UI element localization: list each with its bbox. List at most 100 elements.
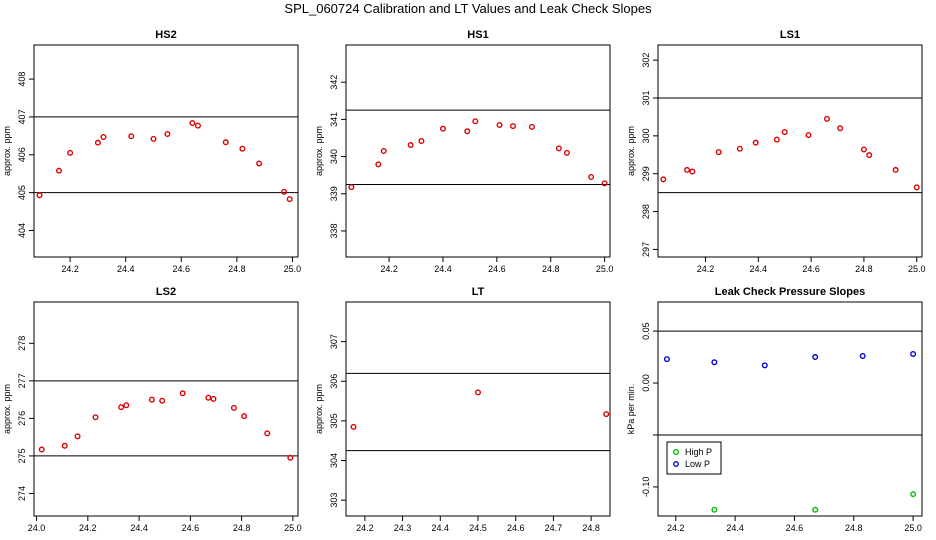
ls2-point-calibration — [61, 442, 68, 449]
hs1-ytick-label: 342 — [329, 75, 339, 90]
lt-point-lt — [603, 411, 610, 418]
ls2-point-calibration — [287, 454, 294, 461]
lt-xtick-label: 24.8 — [582, 523, 600, 533]
lt-ytick-label: 307 — [329, 334, 339, 349]
leak-point-low-p — [910, 350, 917, 357]
hs2-xtick-label: 24.4 — [117, 264, 135, 274]
leak-ytick-label: 0.05 — [641, 322, 651, 340]
hs2-ytick-label: 404 — [17, 223, 27, 238]
ls2-xtick-label: 24.2 — [79, 523, 97, 533]
ls2-point-calibration — [210, 395, 217, 402]
ls2-xtick-label: 24.4 — [130, 523, 148, 533]
ls1-point-calibration — [866, 152, 873, 159]
ls1-ytick-label: 301 — [641, 90, 651, 105]
hs1-ylabel: approx. ppm — [314, 126, 324, 176]
hs1-ytick-label: 340 — [329, 149, 339, 164]
hs1-point-calibration — [563, 149, 570, 156]
leak-point-low-p — [859, 353, 866, 360]
leak-legend: High P Low P — [666, 441, 722, 475]
hs2-plot-frame — [33, 44, 299, 258]
ls2-ylabel: approx. ppm — [2, 384, 12, 434]
ls2-title: LS2 — [156, 286, 176, 298]
hs1-point-calibration — [418, 137, 425, 144]
ls2-plot-frame — [33, 301, 299, 517]
hs2-point-calibration — [286, 196, 293, 203]
ls1-point-calibration — [773, 136, 780, 143]
hs1-xtick-label: 24.2 — [380, 264, 398, 274]
leak-ylabel: kPa per min. — [626, 384, 636, 435]
lt-ytick-label: 306 — [329, 374, 339, 389]
panel-hs2: HS2 24.2 24.4 24.6 24.8 25.0 404 405 406 407 408 ap… — [2, 29, 301, 274]
ls1-point-calibration — [823, 115, 830, 122]
ls2-point-calibration — [118, 404, 125, 411]
lt-ytick-label: 304 — [329, 453, 339, 468]
hs2-xtick-label: 24.2 — [61, 264, 79, 274]
leak-point-low-p — [812, 354, 819, 361]
lt-ylabel: approx. ppm — [314, 384, 324, 434]
hs1-point-calibration — [348, 184, 355, 191]
hs2-point-calibration — [36, 192, 43, 199]
hs2-xtick-label: 24.6 — [173, 264, 191, 274]
leak-xtick-label: 24.8 — [845, 523, 863, 533]
leak-ytick-label: -0.10 — [641, 477, 651, 498]
ls2-point-calibration — [123, 402, 130, 409]
hs1-xtick-label: 24.6 — [488, 264, 506, 274]
lt-xtick-label: 24.5 — [469, 523, 487, 533]
hs2-ytick-label: 407 — [17, 109, 27, 124]
legend-marker — [673, 449, 679, 455]
leak-title: Leak Check Pressure Slopes — [715, 286, 865, 298]
ls1-point-calibration — [860, 146, 867, 153]
leak-point-high-p — [910, 491, 917, 498]
ls2-point-calibration — [92, 414, 99, 421]
leak-point-low-p — [711, 359, 718, 366]
hs1-point-calibration — [407, 142, 414, 149]
panel-hs1: HS1 24.2 24.4 24.6 24.8 25.0 338 339 340 341 342 ap… — [314, 29, 613, 274]
hs1-point-calibration — [555, 145, 562, 152]
hs1-point-calibration — [464, 128, 471, 135]
lt-xtick-label: 24.7 — [545, 523, 563, 533]
hs2-ytick-label: 406 — [17, 147, 27, 162]
ls1-point-calibration — [689, 168, 696, 175]
ls2-point-calibration — [179, 390, 186, 397]
hs1-point-calibration — [496, 121, 503, 128]
ls1-ytick-label: 299 — [641, 166, 651, 181]
hs1-ytick-label: 341 — [329, 112, 339, 127]
ls1-xtick-label: 24.6 — [802, 264, 820, 274]
ls1-point-calibration — [736, 145, 743, 152]
lt-title: LT — [472, 286, 485, 298]
hs1-point-calibration — [601, 180, 608, 187]
ls2-xtick-label: 24.8 — [233, 523, 251, 533]
legend-marker — [673, 461, 679, 467]
lt-plot-frame — [345, 301, 611, 517]
lt-point-lt — [350, 423, 357, 430]
panel-ls2: LS2 24.0 24.2 24.4 24.6 24.8 25.0 274 275 276 277 2… — [2, 286, 302, 533]
hs2-point-calibration — [222, 139, 229, 146]
ls2-ytick-label: 275 — [17, 448, 27, 463]
hs2-point-calibration — [94, 139, 101, 146]
lt-point-lt — [475, 389, 482, 396]
hs2-point-calibration — [281, 188, 288, 195]
hs1-ytick-label: 338 — [329, 223, 339, 238]
hs1-point-calibration — [439, 125, 446, 132]
hs2-point-calibration — [56, 167, 63, 174]
hs1-xtick-label: 24.4 — [434, 264, 452, 274]
leak-plot-frame — [657, 301, 923, 517]
lt-ytick-label: 305 — [329, 413, 339, 428]
hs2-xtick-label: 24.8 — [228, 264, 246, 274]
ls2-ytick-label: 277 — [17, 373, 27, 388]
ls2-point-calibration — [148, 396, 155, 403]
hs1-point-calibration — [375, 161, 382, 168]
ls2-point-calibration — [241, 413, 248, 420]
hs1-ytick-label: 339 — [329, 186, 339, 201]
figure-title: SPL_060724 Calibration and LT Values and… — [284, 1, 652, 16]
leak-xtick-label: 25.0 — [904, 523, 922, 533]
hs1-point-calibration — [472, 118, 479, 125]
hs1-plot-frame — [345, 44, 611, 258]
hs2-point-calibration — [164, 130, 171, 137]
ls1-ytick-label: 297 — [641, 242, 651, 257]
ls1-point-calibration — [837, 125, 844, 132]
ls2-ytick-label: 274 — [17, 486, 27, 501]
hs1-xtick-label: 24.8 — [542, 264, 560, 274]
hs2-ylabel: approx. ppm — [2, 126, 12, 176]
